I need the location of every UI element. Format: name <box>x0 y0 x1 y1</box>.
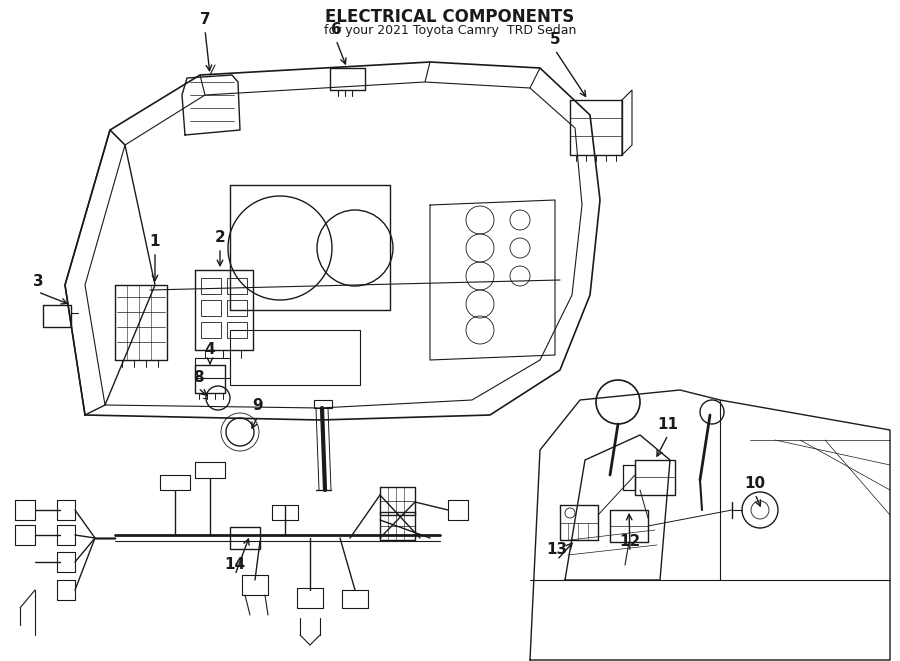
Text: 7: 7 <box>200 12 211 27</box>
Text: 2: 2 <box>214 230 225 245</box>
Bar <box>314 400 332 408</box>
Text: 1: 1 <box>149 234 160 249</box>
Text: 6: 6 <box>330 22 341 37</box>
Text: 8: 8 <box>193 370 203 385</box>
Text: ELECTRICAL COMPONENTS: ELECTRICAL COMPONENTS <box>326 8 574 26</box>
Text: 9: 9 <box>253 398 264 413</box>
Text: 4: 4 <box>204 342 215 357</box>
Bar <box>227 278 247 294</box>
Text: 12: 12 <box>619 534 641 549</box>
Bar <box>230 330 360 385</box>
Text: 5: 5 <box>550 32 561 47</box>
Text: 13: 13 <box>546 542 568 557</box>
Text: 3: 3 <box>32 274 43 289</box>
Text: for your 2021 Toyota Camry  TRD Sedan: for your 2021 Toyota Camry TRD Sedan <box>324 24 576 37</box>
Bar <box>201 300 221 316</box>
Text: 14: 14 <box>224 557 246 572</box>
Bar <box>227 300 247 316</box>
Bar <box>230 527 260 549</box>
Text: 11: 11 <box>658 417 679 432</box>
Bar <box>201 278 221 294</box>
Bar <box>227 322 247 338</box>
Text: 10: 10 <box>744 476 766 491</box>
Bar <box>201 322 221 338</box>
